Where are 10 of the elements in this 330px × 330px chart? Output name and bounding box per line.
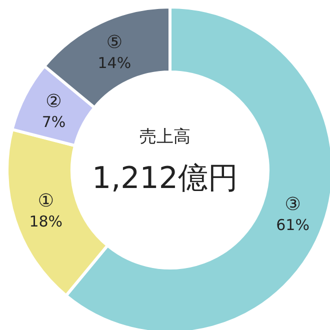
- slice-label: ②: [46, 90, 62, 112]
- text: 1,212億円: [91, 160, 239, 198]
- slice-label: ⑤: [106, 32, 123, 53]
- data-label: 14%: [98, 54, 132, 72]
- slice-label: ①: [38, 190, 54, 212]
- text: 売上高: [138, 126, 192, 148]
- slice-label: ③: [284, 194, 301, 216]
- data-label: 7%: [42, 112, 66, 131]
- data-label: 18%: [29, 212, 63, 230]
- data-label: 61%: [276, 216, 310, 234]
